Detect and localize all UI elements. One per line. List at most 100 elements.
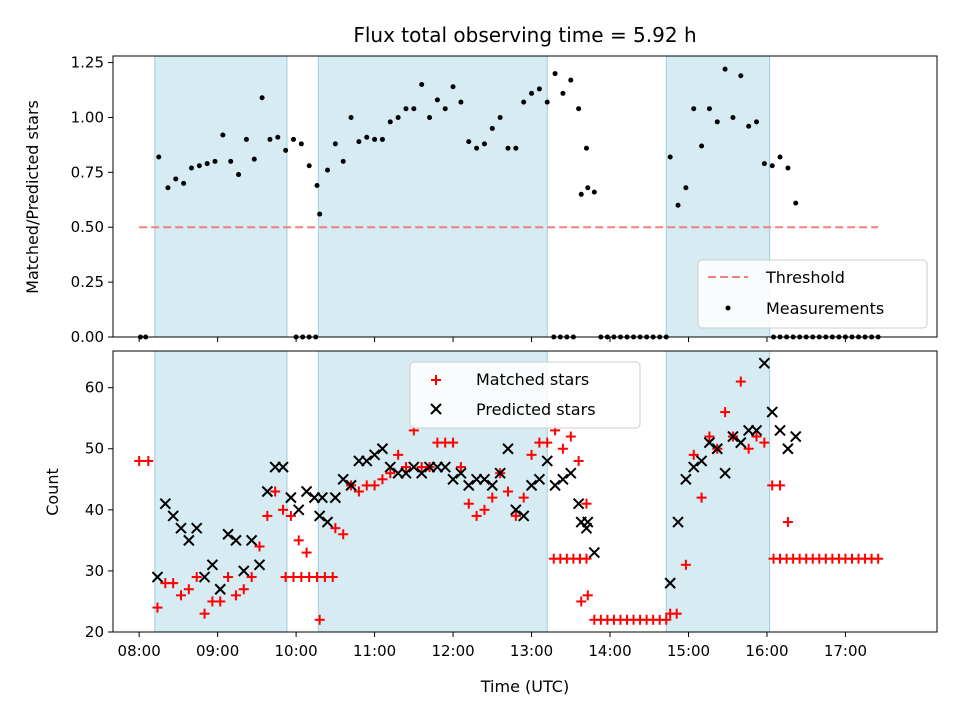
matched-point (704, 431, 715, 442)
bottom-y-tick-label: 30 (85, 562, 104, 580)
bottom-matched-points (134, 376, 884, 625)
measurement-point (220, 132, 226, 138)
predicted-point (376, 443, 389, 455)
matched-point (487, 492, 498, 503)
bottom-predicted-points (151, 357, 802, 595)
predicted-point (198, 571, 211, 583)
matched-point (542, 437, 553, 448)
predicted-point (400, 467, 412, 479)
predicted-point (285, 491, 297, 504)
measurement-point (675, 202, 681, 208)
matched-point (176, 590, 187, 601)
measurement-point (356, 139, 362, 145)
predicted-point (758, 357, 771, 369)
matched-point (581, 553, 592, 564)
predicted-point (774, 424, 786, 437)
matched-point (134, 455, 145, 466)
matched-point (143, 455, 154, 466)
predicted-point (557, 473, 569, 485)
predicted-point (750, 424, 763, 437)
matched-point (191, 572, 202, 583)
top-shaded-interval-1 (317, 55, 548, 338)
bottom-y-axis-label: Count (43, 468, 62, 516)
measurement-point (306, 163, 312, 169)
predicted-point (329, 491, 342, 504)
predicted-point (565, 467, 577, 479)
matched-point (720, 407, 731, 418)
bottom-x-tick-label: 13:00 (510, 642, 553, 660)
bottom-shaded-interval-2 (665, 350, 771, 633)
top-legend-box (697, 259, 928, 329)
bottom-x-tick-label: 15:00 (667, 642, 710, 660)
predicted-point (253, 559, 266, 571)
predicted-point (238, 565, 250, 577)
matched-point (565, 431, 576, 442)
matched-point (353, 486, 364, 497)
predicted-point (167, 510, 179, 522)
measurement-point (568, 77, 574, 83)
measurement-point (196, 163, 202, 169)
measurement-point (181, 180, 187, 186)
bottom-legend-matched-label: Matched stars (476, 370, 589, 389)
bottom-x-tick-label: 10:00 (274, 642, 317, 660)
matched-point (735, 376, 746, 387)
measurement-point (298, 141, 304, 147)
predicted-point (703, 436, 716, 449)
measurement-point (403, 106, 409, 112)
measurement-point (466, 139, 472, 145)
measurement-point (442, 106, 448, 112)
predicted-point (455, 467, 467, 479)
measurement-point (583, 145, 589, 151)
bottom-y-tick-label: 40 (85, 501, 104, 519)
top-y-tick-label: 0.00 (71, 328, 104, 346)
predicted-point (159, 498, 172, 510)
measurement-point (544, 99, 550, 105)
predicted-point (447, 473, 459, 485)
bottom-y-tick-label: 50 (85, 440, 104, 458)
predicted-point (541, 455, 553, 467)
matched-point (199, 608, 210, 619)
bottom-x-axis-label: Time (UTC) (480, 677, 569, 696)
measurement-point (529, 90, 535, 96)
matched-point (573, 455, 584, 466)
measurement-point (761, 161, 767, 167)
predicted-point (517, 510, 530, 522)
measurement-point (769, 163, 775, 169)
measurement-point (165, 185, 171, 191)
measurement-point (785, 165, 791, 171)
measurement-point (204, 161, 210, 167)
predicted-point (261, 485, 274, 498)
bottom-x-ticks: 08:00 09:00 10:00 11:00 12:00 13:00 14:00 15:00… (118, 632, 867, 660)
measurement-point (173, 176, 179, 182)
matched-point (330, 523, 341, 534)
matched-point (775, 480, 786, 491)
matched-point (338, 529, 349, 540)
predicted-point (672, 516, 684, 528)
bottom-legend: Matched stars Predicted stars (409, 361, 641, 429)
measurement-point (411, 106, 417, 112)
top-y-tick-label: 0.25 (71, 273, 104, 291)
matched-point (671, 608, 682, 619)
predicted-point (735, 436, 747, 449)
matched-point (285, 510, 296, 521)
measurement-point (667, 154, 673, 160)
matched-point (582, 590, 593, 601)
measurement-point (714, 119, 720, 125)
matched-point (680, 559, 691, 570)
matched-point (479, 504, 490, 515)
predicted-point (384, 461, 396, 473)
top-legend: Threshold Measurements (697, 259, 928, 329)
measurement-point (325, 167, 331, 173)
predicted-point (664, 577, 676, 589)
measurement-point (236, 172, 242, 178)
matched-point (262, 510, 273, 521)
top-legend-measurements-swatch (725, 305, 731, 311)
measurement-point (576, 106, 582, 112)
predicted-point (494, 467, 506, 479)
predicted-point (502, 443, 514, 455)
measurement-point (746, 123, 752, 129)
measurement-point (419, 82, 425, 88)
measurement-point (267, 136, 273, 142)
measurement-point (777, 154, 783, 160)
